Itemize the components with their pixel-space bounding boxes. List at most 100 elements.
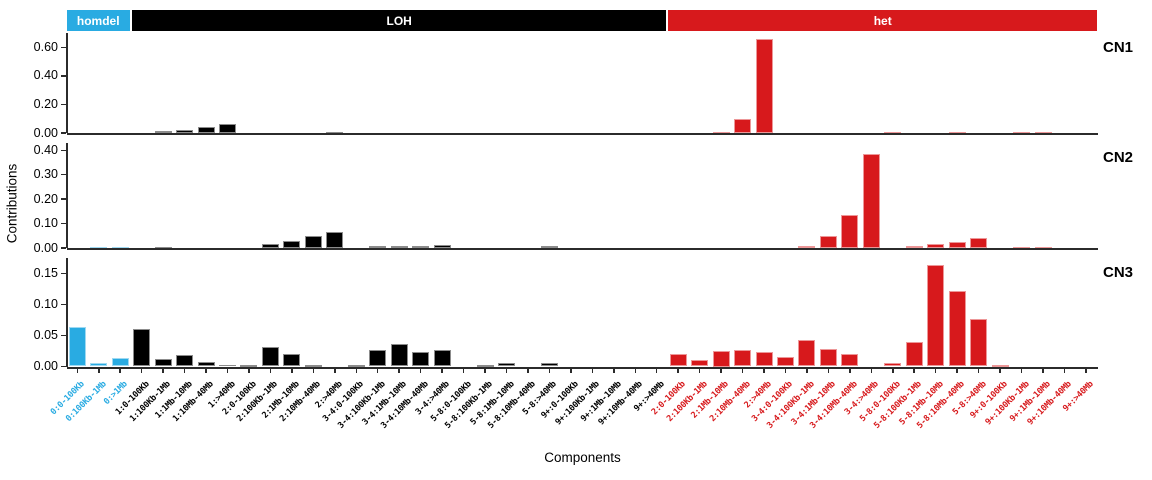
bar-CN3-2:0-100Kb <box>669 354 687 367</box>
y-tick-label: 0.40 <box>33 142 58 157</box>
bar-CN3-2:10Mb-40Mb <box>304 365 322 367</box>
x-tick <box>1042 369 1044 373</box>
x-tick <box>441 369 443 373</box>
y-tick-label: 0.20 <box>33 191 58 206</box>
y-tick-label: 0.10 <box>33 297 58 311</box>
bar-CN1-1:10Mb-40Mb <box>197 126 215 133</box>
panel-label-CN3: CN3 <box>1103 264 1134 281</box>
bar-CN2-5-8:1Mb-10Mb <box>927 243 945 248</box>
group-band-homdel: homdel <box>66 10 130 31</box>
bar-CN3-2:10Mb-40Mb <box>734 350 752 367</box>
x-tick <box>376 369 379 373</box>
bar-CN3-3-4:0-100Kb <box>347 365 365 367</box>
x-tick <box>1085 369 1087 373</box>
bar-CN3-3-4:10Mb-40Mb <box>412 351 430 367</box>
y-axis-line <box>66 33 68 133</box>
y-tick <box>61 46 66 49</box>
bar-CN3-0:0-100Kb <box>68 327 86 367</box>
x-tick <box>934 369 937 373</box>
x-tick <box>827 369 830 373</box>
x-tick <box>548 369 551 373</box>
bar-CN2-3-4:10Mb-40Mb <box>841 215 859 248</box>
x-tick <box>613 369 615 373</box>
y-tick-label: 0.10 <box>33 216 58 231</box>
group-band-label: het <box>873 13 892 28</box>
x-tick <box>398 369 400 373</box>
bar-CN3-2:100Kb-1Mb <box>691 359 709 367</box>
y-tick-label: 0.15 <box>33 266 58 280</box>
panel-label-CN2: CN2 <box>1103 149 1134 166</box>
bar-CN3-2:1Mb-10Mb <box>712 351 730 367</box>
bar-CN3-0:100Kb-1Mb <box>90 363 108 367</box>
x-tick <box>977 369 980 373</box>
bar-CN3-5-8:100Kb-1Mb <box>476 365 494 367</box>
group-band-label: LOH <box>386 13 412 28</box>
x-tick <box>98 369 100 373</box>
x-tick <box>720 369 722 373</box>
y-tick <box>61 75 66 77</box>
bar-CN1-1:1Mb-10Mb <box>176 130 194 133</box>
x-tick <box>892 369 894 373</box>
bar-CN3-2:1Mb-10Mb <box>283 354 301 367</box>
bar-CN3-3-4:>40Mb <box>433 349 451 367</box>
bar-CN1-2:>40Mb <box>755 38 773 133</box>
x-tick <box>655 369 658 373</box>
x-tick <box>1020 369 1023 373</box>
y-axis-line <box>66 258 68 367</box>
bar-CN3-1:10Mb-40Mb <box>197 361 215 367</box>
bar-CN3-1:>40Mb <box>219 364 237 367</box>
bar-CN3-2:0-100Kb <box>240 365 258 367</box>
y-tick-label: 0.30 <box>33 167 58 182</box>
bar-CN3-1:0-100Kb <box>133 329 151 367</box>
bar-CN2-5-8:100Kb-1Mb <box>905 246 923 248</box>
x-tick <box>269 369 272 373</box>
bar-CN3-1:1Mb-10Mb <box>176 355 194 367</box>
y-tick <box>61 272 66 275</box>
x-tick <box>784 369 787 373</box>
bar-CN3-5-8:10Mb-40Mb <box>948 290 966 367</box>
y-tick <box>61 173 66 176</box>
x-tick <box>591 369 594 373</box>
bar-CN2-0:>1Mb <box>111 246 129 248</box>
y-tick <box>61 365 66 368</box>
x-tick <box>698 369 701 373</box>
x-tick <box>140 369 143 373</box>
x-tick <box>205 369 207 373</box>
x-tick <box>419 369 422 373</box>
bar-CN2-5-8:10Mb-40Mb <box>948 242 966 248</box>
bar-CN1-5-8:10Mb-40Mb <box>948 131 966 133</box>
bar-CN2-3-4:100Kb-1Mb <box>369 245 387 248</box>
x-tick <box>741 369 744 373</box>
bar-CN3-3-4:1Mb-10Mb <box>819 349 837 367</box>
x-tick <box>76 369 79 373</box>
x-tick <box>870 369 873 373</box>
bar-CN1-9+:1Mb-10Mb <box>1034 131 1052 133</box>
bar-CN3-2:>40Mb <box>755 352 773 367</box>
x-tick <box>527 369 529 373</box>
bar-CN1-1:100Kb-1Mb <box>154 131 172 133</box>
y-tick <box>61 132 66 134</box>
bar-CN3-3-4:100Kb-1Mb <box>369 350 387 367</box>
x-tick <box>312 369 315 373</box>
bar-CN2-2:>40Mb <box>326 232 344 248</box>
y-tick <box>61 149 66 152</box>
y-tick-label: 0.00 <box>33 359 58 373</box>
panel-baseline <box>67 366 1098 369</box>
bar-CN3-3-4:10Mb-40Mb <box>841 354 859 367</box>
bar-CN3-3-4:0-100Kb <box>776 356 794 367</box>
x-tick <box>677 369 679 373</box>
y-tick <box>61 222 66 225</box>
bar-CN2-3-4:10Mb-40Mb <box>412 246 430 248</box>
bar-CN3-5-8:>40Mb <box>970 318 988 367</box>
panel-label-CN1: CN1 <box>1103 39 1134 56</box>
bar-CN1-1:>40Mb <box>219 124 237 133</box>
panel-baseline <box>67 248 1098 250</box>
y-tick-label: 0.00 <box>33 240 58 255</box>
bar-CN3-5-8:1Mb-10Mb <box>927 265 945 367</box>
group-band-label: homdel <box>76 13 120 28</box>
y-axis-title: Contributions <box>4 163 20 244</box>
bar-CN3-3-4:100Kb-1Mb <box>798 340 816 367</box>
y-tick-label: 0.05 <box>33 328 58 342</box>
bar-CN2-2:1Mb-10Mb <box>283 241 301 248</box>
